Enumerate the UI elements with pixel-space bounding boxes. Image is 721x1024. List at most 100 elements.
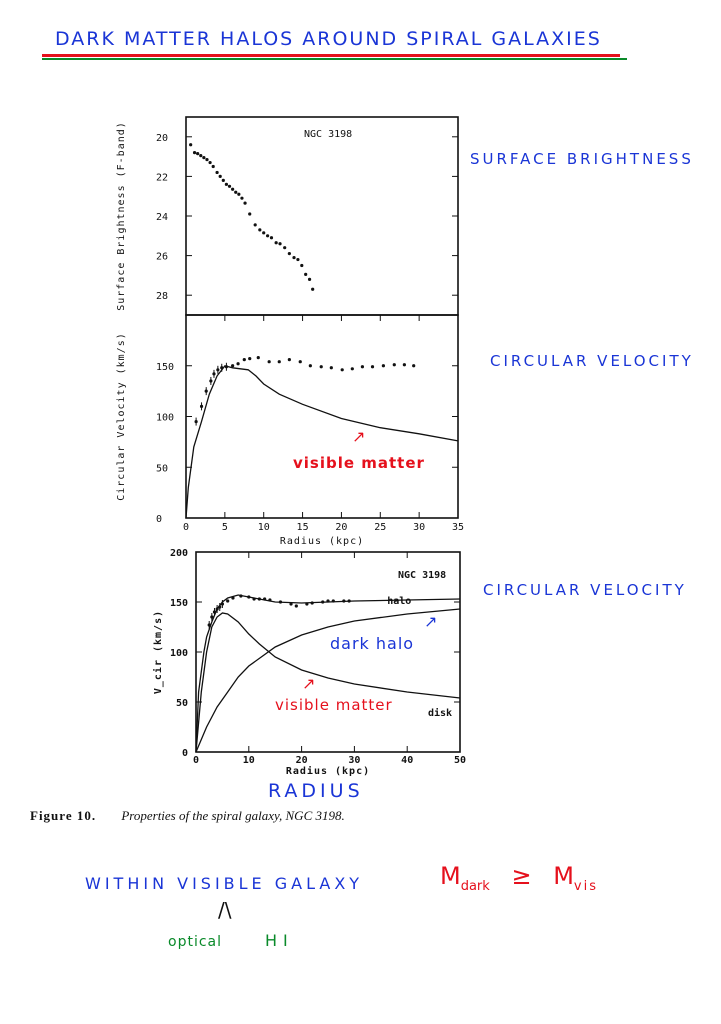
data-point: [262, 231, 266, 235]
series-label-halo: halo: [387, 596, 411, 607]
m-dark-sub: dark: [460, 878, 490, 894]
y-tick-label: 100: [156, 413, 174, 424]
page-title: DARK MATTER HALOS AROUND SPIRAL GALAXIES: [55, 28, 602, 50]
data-point: [308, 364, 312, 368]
x-tick-label: 35: [452, 522, 464, 533]
chart-title: NGC 3198: [304, 129, 352, 140]
y-tick-label: 0: [182, 748, 188, 759]
data-point: [248, 212, 252, 216]
data-point: [196, 152, 200, 156]
annotation-circular-velocity-1: CIRCULAR VELOCITY: [490, 352, 694, 370]
data-point: [292, 255, 296, 260]
plot-frame: [185, 314, 459, 519]
y-tick-label: 22: [156, 172, 168, 183]
y-tick-label: 150: [156, 362, 174, 373]
annotation-visible-matter-2: visible matter: [275, 696, 393, 714]
data-point: [237, 192, 241, 196]
note-hi: HI: [265, 931, 294, 950]
data-point: [298, 360, 302, 364]
figure-caption-text: Properties of the spiral galaxy, NGC 319…: [121, 808, 345, 823]
data-point: [283, 246, 287, 250]
x-tick-label: 30: [413, 522, 425, 533]
y-axis-label: Surface Brightness (F-band): [116, 121, 127, 311]
data-point: [278, 600, 283, 604]
y-axis-label: V_cir (km/s): [152, 610, 164, 694]
data-point: [350, 367, 354, 371]
data-point: [311, 287, 315, 291]
data-point: [360, 365, 365, 369]
data-point: [252, 597, 256, 601]
arrow-icon: ↗: [352, 427, 366, 446]
y-tick-label: 28: [156, 291, 168, 302]
data-point: [231, 364, 235, 368]
series-total: [195, 594, 461, 753]
y-tick-label: 24: [156, 212, 168, 223]
data-point: [329, 366, 333, 370]
data-point: [231, 187, 235, 191]
geq-symbol: ≥: [511, 862, 532, 890]
data-point: [267, 360, 271, 364]
x-axis-label: Radius (kpc): [286, 765, 370, 777]
y-axis-label: Circular Velocity (km/s): [116, 332, 127, 501]
data-point: [305, 602, 309, 606]
data-point: [326, 599, 330, 603]
data-point: [240, 196, 244, 200]
m-vis: M: [553, 862, 574, 890]
annotation-visible-matter-1: visible matter: [293, 454, 425, 472]
x-tick-label: 0: [193, 755, 199, 766]
y-tick-label: 50: [156, 463, 168, 474]
y-tick-label: 200: [170, 548, 188, 559]
x-tick-label: 50: [454, 755, 466, 766]
data-point: [287, 252, 291, 256]
data-point: [227, 184, 232, 188]
chart-1: 20 22 24 26 28 NGC 3198 Surface Brightness (F-…: [116, 116, 459, 316]
data-point: [208, 160, 212, 165]
data-point: [310, 601, 314, 605]
data-point: [256, 356, 260, 360]
annotation-circular-velocity-2: CIRCULAR VELOCITY: [483, 581, 687, 599]
data-point: [274, 241, 278, 245]
y-tick-label: 20: [156, 133, 168, 144]
x-tick-label: 0: [183, 522, 189, 533]
title-underline-red: [42, 54, 620, 57]
data-point: [192, 151, 197, 155]
note-branch: /\: [218, 898, 232, 922]
data-point: [257, 597, 261, 601]
y-tick-label: 50: [176, 698, 188, 709]
chart-2: 0 50 100 150 0 5 10 15 20 25 30 35 Radius (kpc) Circu…: [116, 314, 464, 547]
data-point: [402, 363, 406, 367]
figure-label: Figure 10.: [30, 808, 97, 823]
data-point: [199, 154, 203, 158]
y-tick-label: 100: [170, 648, 188, 659]
chart-3: 0 50 100 150 200 0 10 20 30 40 50 NGC 3198 Radius (k…: [152, 548, 466, 777]
data-point: [266, 234, 270, 238]
series-disk: [195, 612, 461, 753]
data-point: [224, 182, 229, 186]
data-point: [211, 164, 215, 169]
x-tick-label: 10: [258, 522, 270, 533]
data-point: [321, 600, 325, 604]
x-tick-label: 20: [335, 522, 347, 533]
data-point: [205, 157, 209, 162]
note-optical: optical: [168, 934, 222, 950]
note-within-visible-galaxy: WITHIN VISIBLE GALAXY: [85, 874, 364, 893]
data-point: [381, 364, 385, 368]
data-point: [300, 263, 304, 268]
annotation-dark-halo: dark halo: [330, 634, 415, 653]
data-point: [287, 358, 291, 362]
data-point: [370, 365, 375, 369]
data-point: [239, 594, 243, 598]
y-tick-label: 0: [156, 514, 162, 525]
data-point: [202, 155, 206, 160]
data-point: [263, 597, 267, 601]
x-tick-label: 5: [222, 522, 228, 533]
data-point: [296, 257, 300, 262]
data-point: [412, 364, 416, 368]
plot-frame: [185, 116, 459, 316]
data-point: [218, 174, 222, 178]
data-point: [268, 598, 272, 602]
arrow-icon: ↗: [424, 612, 438, 631]
title-underline-green: [42, 58, 627, 60]
data-point: [234, 190, 238, 194]
m-vis-sub: vis: [573, 878, 598, 894]
